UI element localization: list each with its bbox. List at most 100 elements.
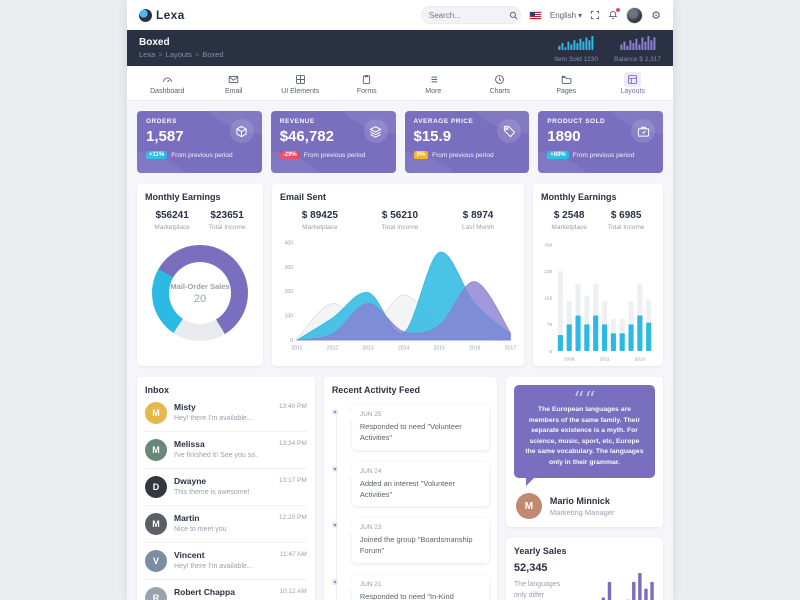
message-time: 11:47 AM (279, 551, 307, 558)
list-item[interactable]: M Martin Nice to meet you 12:20 PM (145, 506, 307, 543)
timeline-dot-icon (331, 465, 338, 472)
avatar: M (515, 493, 542, 520)
quote-text: The European languages are members of th… (525, 406, 644, 466)
stats-row: ORDERS 1,587 +11% From previous period R… (137, 111, 663, 173)
activity-date: JUN 24 (359, 467, 382, 475)
breadcrumb-current: Boxed (195, 50, 223, 59)
svg-text:150: 150 (544, 296, 552, 301)
person-role: Marketing Manager (549, 507, 615, 517)
svg-text:2016: 2016 (635, 356, 646, 361)
list-icon (425, 72, 442, 87)
message-time: 13:40 PM (278, 403, 307, 410)
clipboard-icon (358, 72, 375, 87)
breadcrumb-link-lexa[interactable]: Lexa (139, 50, 156, 59)
stat-label: Total Income (208, 224, 246, 231)
svg-text:300: 300 (285, 265, 294, 271)
message-time: 12:20 PM (278, 514, 307, 521)
svg-text:2006: 2006 (564, 356, 575, 361)
nav-item-email[interactable]: Email (202, 70, 267, 97)
stat-value: $23651 (210, 210, 244, 221)
settings-gear-icon[interactable]: ⚙ (651, 9, 661, 22)
svg-text:2011: 2011 (600, 356, 610, 361)
search-box[interactable] (420, 6, 521, 24)
stat-label: Total Income (381, 224, 419, 231)
topbar: Lexa English ▾ ⚙ (127, 0, 673, 30)
language-dropdown[interactable]: English ▾ (550, 11, 582, 20)
email-sent-card: Email Sent $ 89425 Marketplace $ 56210 T… (272, 184, 524, 366)
message-time: 10:12 AM (279, 588, 307, 595)
list-item[interactable]: R Robert Chappa Hey! there I'm available… (145, 580, 307, 600)
stat-title: ORDERS (146, 118, 177, 125)
brand-name: Lexa (156, 8, 185, 22)
stat-badge: +11% (146, 151, 168, 159)
nav-item-charts[interactable]: Charts (468, 70, 533, 97)
fullscreen-icon[interactable] (590, 10, 600, 20)
nav-item-dashboard[interactable]: Dashboard (135, 70, 200, 97)
balance-label: Balance $ 2,317 (614, 55, 661, 63)
activity-timeline: JUN 25 Responded to need "Volunteer Acti… (331, 405, 489, 600)
gauge-icon (159, 72, 176, 87)
page-title: Boxed (139, 37, 170, 48)
nav-item-forms[interactable]: Forms (335, 70, 400, 97)
avatar: R (145, 587, 167, 600)
language-label: English (549, 10, 577, 20)
yearly-sales-bar-chart (576, 570, 655, 600)
activity-text: Joined the group "Boardsmanship Forum" (359, 535, 473, 556)
yearly-sales-text: The languages only differ grammar (513, 581, 561, 600)
search-input[interactable] (428, 10, 509, 20)
list-item[interactable]: M Melissa I've finished it! See you so..… (145, 432, 307, 469)
layers-icon (363, 119, 388, 143)
area-chart: 0 100 200 300 400 2011 2012 2013 2014 2015 2016 201… (280, 237, 516, 351)
search-icon[interactable] (509, 11, 518, 20)
list-item[interactable]: D Dwayne This theme is awesome! 13:17 PM (145, 469, 307, 506)
brand[interactable]: Lexa (139, 8, 185, 22)
activity-text: Added an interest "Volunteer Activities" (359, 478, 456, 499)
nav-label: Pages (556, 88, 577, 95)
stat-value: $ 8974 (462, 210, 494, 221)
bar-chart: 0 75 150 225 300 2006 2011 2016 (541, 237, 655, 362)
balance-mini-chart: Balance $ 2,317 (614, 34, 661, 63)
activity-date: JUN 23 (359, 524, 382, 531)
quote-icon: ““ (573, 388, 596, 413)
stat-title: AVERAGE PRICE (413, 118, 474, 125)
svg-text:2014: 2014 (398, 345, 410, 351)
boxed-container: Lexa English ▾ ⚙ (127, 0, 673, 600)
list-item[interactable]: M Misty Hey! there I'm available... 13:4… (145, 395, 307, 432)
main-nav: Dashboard Email UI Elements Forms More C… (127, 66, 673, 101)
donut-chart: Mail-Order Sales 20 (152, 245, 248, 341)
nav-item-ui-elements[interactable]: UI Elements (268, 70, 333, 97)
nav-item-pages[interactable]: Pages (534, 70, 599, 97)
stat-value: $ 6985 (610, 210, 642, 221)
notifications-button[interactable] (608, 7, 622, 20)
stat-badge: 0% (413, 151, 429, 159)
activity-date: JUN 25 (359, 411, 382, 418)
message-time: 13:17 PM (278, 477, 307, 484)
envelope-icon (225, 72, 242, 87)
stat-label: Last Month (462, 224, 495, 231)
tag-icon (497, 119, 522, 143)
stat-note: From previous period (303, 151, 366, 159)
svg-text:0: 0 (290, 338, 293, 344)
stat-title: REVENUE (279, 118, 315, 125)
user-avatar[interactable] (626, 6, 644, 24)
breadcrumb-link-layouts[interactable]: Layouts (158, 50, 192, 59)
list-item[interactable]: V Vincent Hey! there I'm available... 11… (145, 543, 307, 580)
svg-text:2016: 2016 (469, 345, 481, 351)
stat-card-orders: ORDERS 1,587 +11% From previous period (137, 111, 262, 173)
card-title: Recent Activity Feed (331, 385, 421, 395)
stat-badge: +89% (547, 151, 569, 159)
balance-bars (614, 34, 661, 55)
monthly-earnings-right-card: Monthly Earnings $ 2548 Marketplace $ 69… (533, 184, 663, 366)
svg-text:100: 100 (285, 314, 294, 320)
nav-item-more[interactable]: More (401, 70, 466, 97)
message-preview: I've finished it! See you so.. (174, 452, 259, 459)
sender-name: Dwayne (174, 476, 207, 486)
monthly-earnings-left-card: Monthly Earnings $56241 Marketplace $236… (137, 184, 263, 366)
nav-label: Charts (489, 88, 511, 95)
nav-item-layouts[interactable]: Layouts (601, 70, 666, 97)
layout-icon (624, 72, 642, 87)
donut-label: Mail-Order Sales (170, 281, 230, 291)
avatar: M (145, 439, 167, 461)
nav-label: Email (224, 88, 243, 95)
stat-note: From previous period (171, 151, 233, 159)
